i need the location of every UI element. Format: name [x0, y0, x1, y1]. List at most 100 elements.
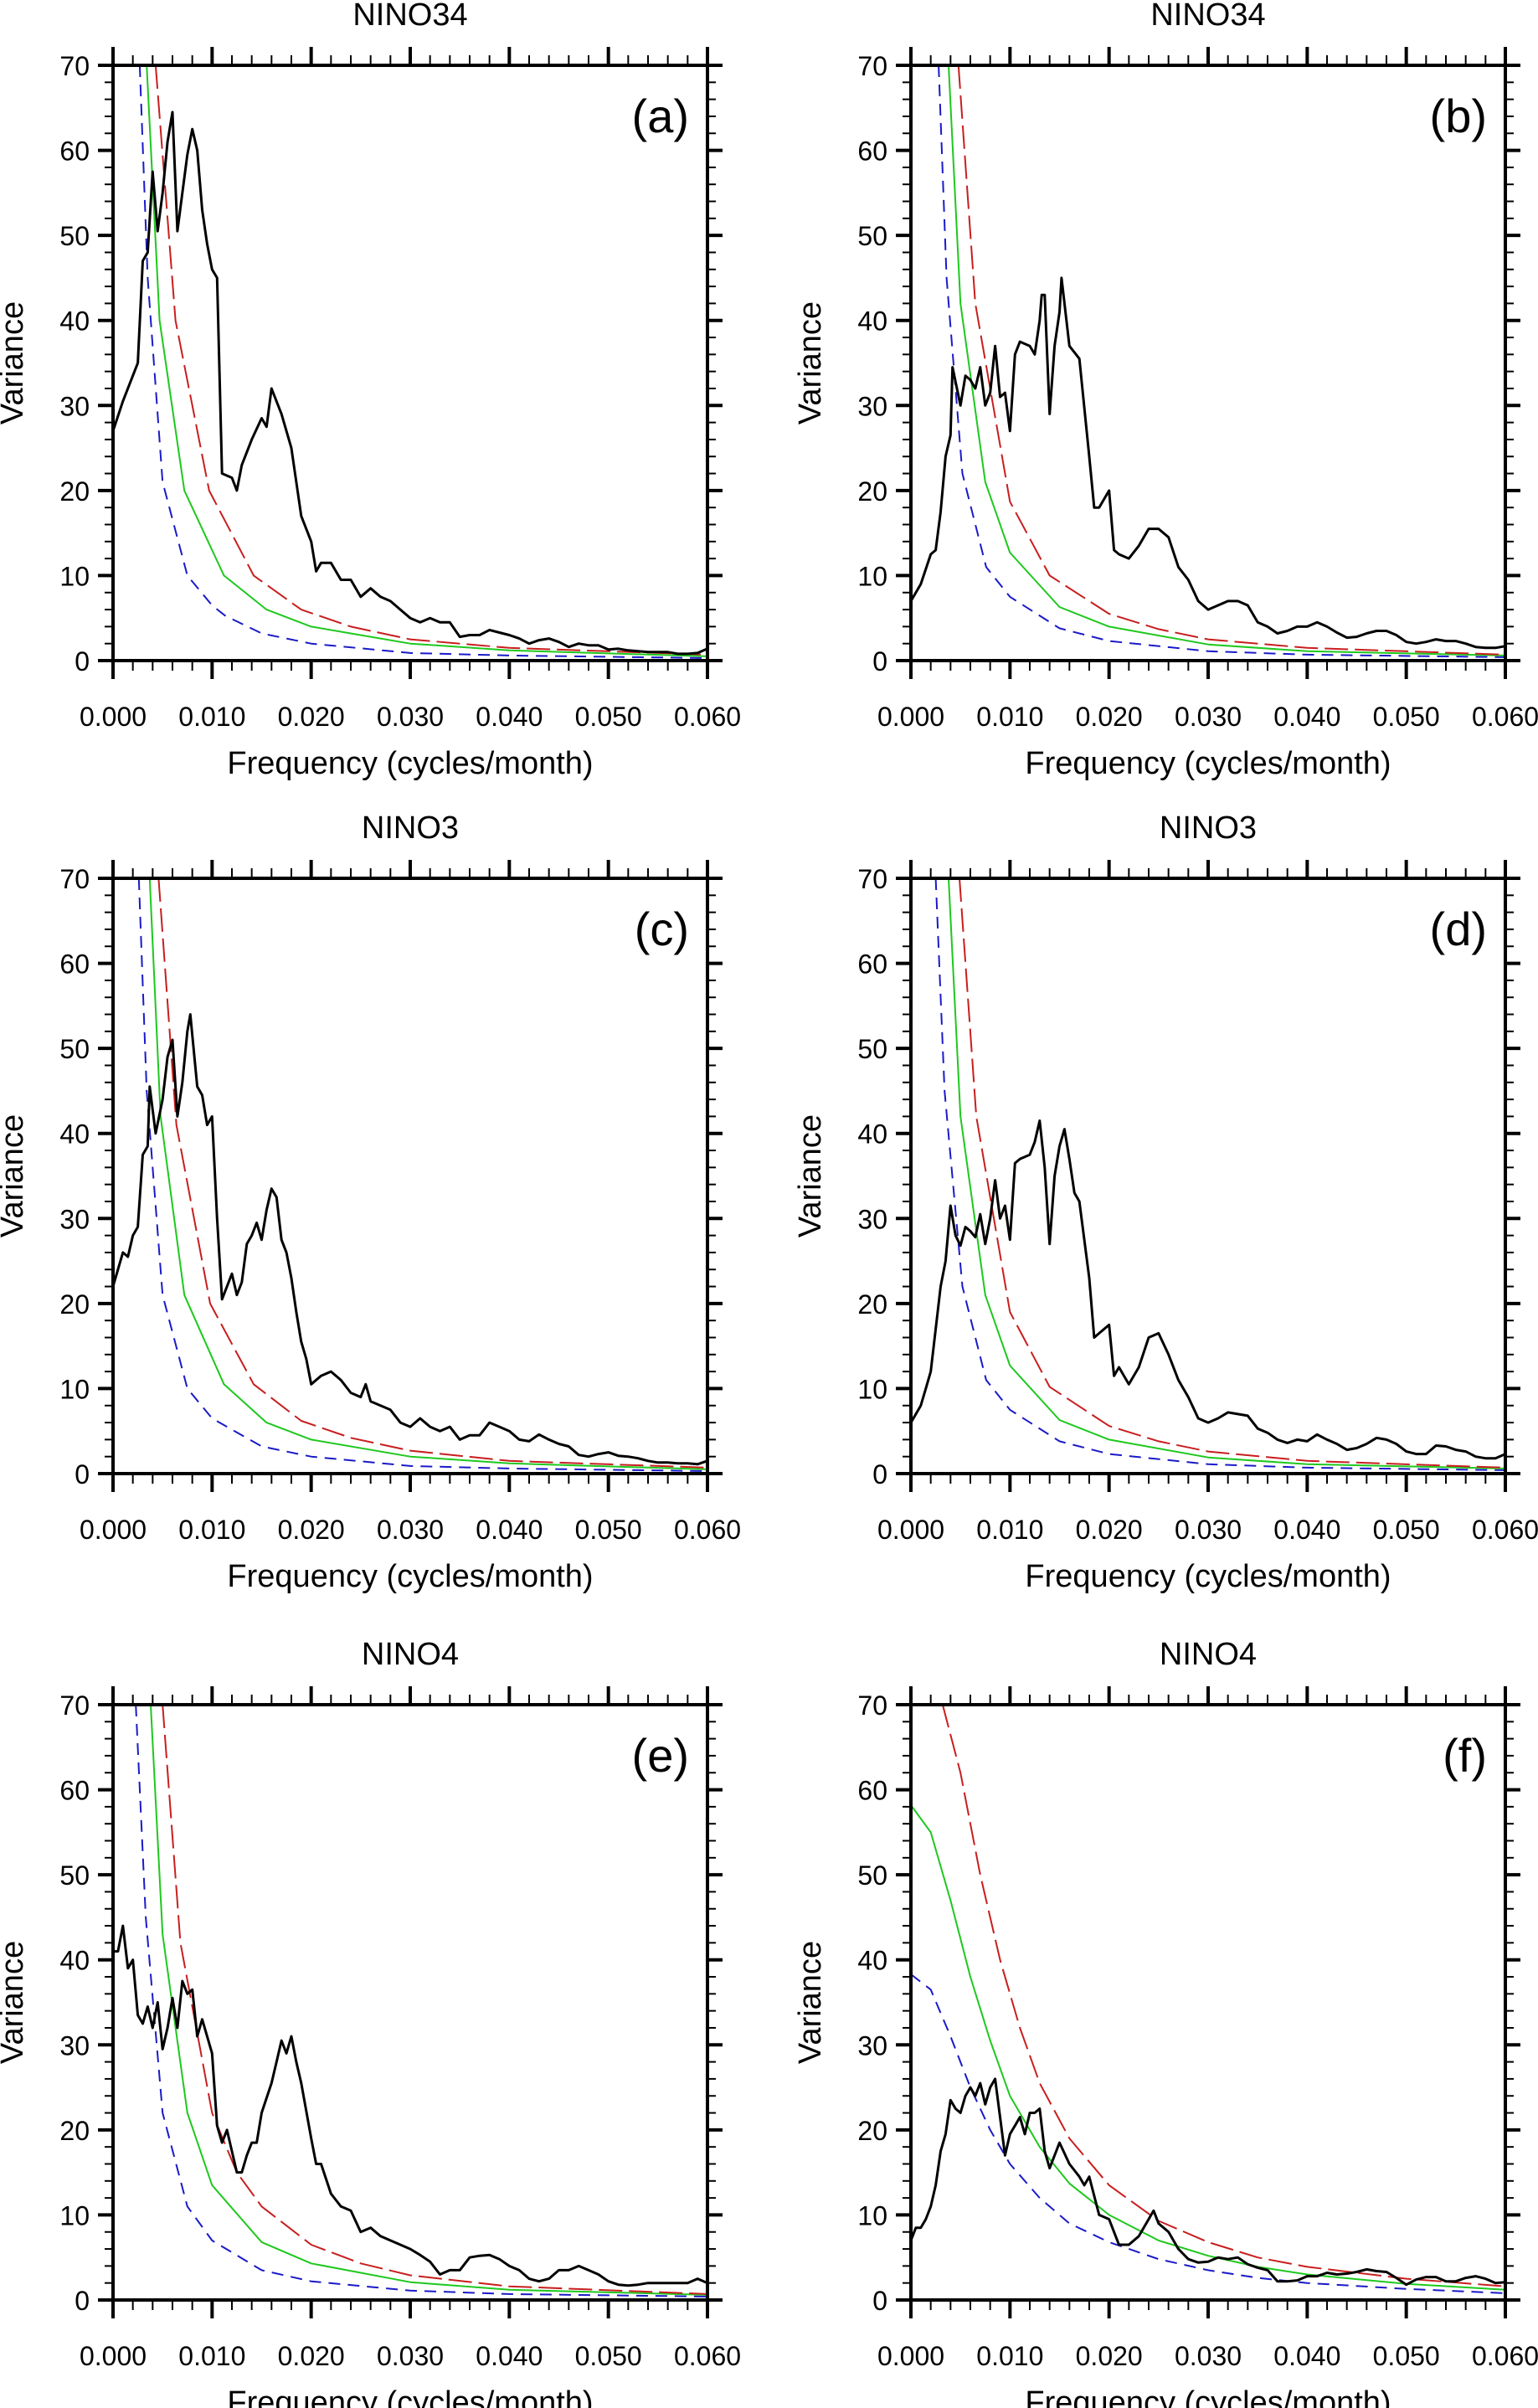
- y-tick-label: 60: [59, 1776, 90, 1806]
- x-tick-label: 0.030: [1175, 702, 1242, 732]
- plot-frame: [111, 877, 709, 1475]
- x-tick-label: 0.060: [1472, 2341, 1538, 2371]
- x-tick-label: 0.010: [178, 702, 245, 732]
- y-tick-label: 70: [857, 864, 887, 894]
- x-axis-title: Frequency (cycles/month): [1025, 1559, 1391, 1594]
- x-tick-label: 0.060: [1472, 1515, 1538, 1545]
- y-tick-label: 0: [872, 646, 887, 677]
- plot-frame: [111, 64, 709, 662]
- y-tick-label: 50: [59, 1860, 90, 1891]
- y-tick-label: 30: [857, 391, 887, 421]
- series-spectrum: [113, 1013, 707, 1466]
- y-tick-label: 10: [59, 561, 90, 591]
- x-tick-label: 0.050: [575, 1515, 642, 1545]
- y-tick-label: 50: [857, 1860, 887, 1891]
- series-red-noise-green: [148, 878, 707, 1470]
- panel-label: (d): [1430, 903, 1487, 955]
- y-tick-label: 20: [857, 1289, 887, 1320]
- x-axis-title: Frequency (cycles/month): [1025, 746, 1391, 781]
- x-tick-label: 0.020: [278, 702, 345, 732]
- y-tick-label: 60: [59, 136, 90, 167]
- plot-frame: [111, 1703, 709, 2302]
- x-tick-label: 0.010: [976, 702, 1043, 732]
- y-tick-label: 50: [857, 221, 887, 251]
- panel-a: NINO34 0.000 0.010 0.020 0.030 0.040 0.050 0.06…: [0, 0, 741, 781]
- series-spectrum: [113, 1924, 707, 2287]
- panel-c: NINO3 0.000 0.010 0.020 0.030 0.040 0.050 0.060…: [0, 810, 741, 1594]
- y-tick-label: 40: [59, 1946, 90, 1976]
- y-tick-label: 10: [857, 2200, 887, 2230]
- y-tick-label: 60: [59, 949, 90, 980]
- y-tick-label: 10: [857, 1374, 887, 1404]
- y-tick-label: 70: [59, 1690, 90, 1721]
- series-red-noise-blue: [135, 1705, 707, 2297]
- series-red-noise-green: [948, 65, 1505, 656]
- y-tick-label: 0: [872, 1459, 887, 1490]
- y-tick-label: 70: [59, 51, 90, 81]
- y-tick-label: 10: [59, 2200, 90, 2230]
- x-tick-label: 0.010: [976, 1515, 1043, 1545]
- plot-frame: [909, 1703, 1507, 2302]
- x-tick-label: 0.040: [1273, 702, 1340, 732]
- x-tick-label: 0.020: [1076, 2341, 1143, 2371]
- plot-area: [113, 1705, 707, 2297]
- plot-area: [911, 878, 1505, 1471]
- series-red-noise-red: [157, 878, 707, 1469]
- plot-area: [911, 65, 1505, 658]
- series-red-noise-red: [957, 65, 1505, 656]
- panel-f: NINO4 0.000 0.010 0.020 0.030 0.040 0.050 0.060…: [793, 1637, 1538, 2408]
- y-axis-title: Variance: [0, 301, 30, 424]
- x-tick-label: 0.030: [377, 2341, 444, 2371]
- plot-frame: [909, 877, 1507, 1475]
- series-spectrum: [911, 276, 1505, 650]
- series-red-noise-red: [959, 878, 1505, 1469]
- y-axis-title: Variance: [793, 301, 828, 424]
- x-tick-label: 0.010: [178, 1515, 245, 1545]
- x-tick-label: 0.050: [575, 702, 642, 732]
- y-tick-label: 50: [857, 1034, 887, 1064]
- series-red-noise-green: [146, 65, 707, 657]
- x-tick-label: 0.050: [1373, 1515, 1440, 1545]
- x-tick-label: 0.040: [476, 2341, 543, 2371]
- x-tick-label: 0.040: [476, 1515, 543, 1545]
- x-tick-label: 0.000: [80, 2341, 147, 2371]
- y-tick-label: 40: [857, 306, 887, 337]
- series-red-noise-green: [948, 878, 1505, 1469]
- panel-title: NINO3: [1160, 810, 1257, 846]
- x-axis-title: Frequency (cycles/month): [1025, 2385, 1391, 2408]
- y-tick-label: 30: [857, 2030, 887, 2061]
- x-tick-label: 0.040: [476, 702, 543, 732]
- x-tick-label: 0.000: [877, 702, 944, 732]
- series-red-noise-red: [162, 1705, 707, 2295]
- series-red-noise-red: [941, 1705, 1505, 2287]
- x-tick-label: 0.050: [1373, 2341, 1440, 2371]
- plot-area: [113, 878, 707, 1472]
- y-tick-label: 20: [59, 1289, 90, 1320]
- y-tick-label: 70: [59, 864, 90, 894]
- y-tick-label: 60: [857, 1776, 887, 1806]
- y-tick-label: 60: [857, 136, 887, 167]
- panel-d: NINO3 0.000 0.010 0.020 0.030 0.040 0.050 0.060…: [793, 810, 1538, 1594]
- x-tick-label: 0.060: [674, 702, 741, 732]
- y-axis-title: Variance: [793, 1941, 828, 2064]
- y-axis-title: Variance: [0, 1114, 30, 1237]
- series-spectrum: [911, 2077, 1505, 2287]
- y-tick-label: 20: [59, 476, 90, 507]
- y-axis-title: Variance: [0, 1941, 30, 2064]
- series-red-noise-green: [911, 1804, 1505, 2291]
- plot-frame: [909, 64, 1507, 662]
- y-tick-label: 0: [75, 646, 90, 677]
- x-tick-label: 0.050: [1373, 702, 1440, 732]
- y-tick-label: 50: [59, 1034, 90, 1064]
- y-tick-label: 20: [59, 2116, 90, 2146]
- x-tick-label: 0.030: [377, 702, 444, 732]
- y-tick-label: 30: [59, 1204, 90, 1234]
- y-tick-label: 60: [857, 949, 887, 980]
- y-tick-label: 30: [59, 2030, 90, 2061]
- panel-label: (a): [632, 90, 689, 142]
- x-tick-label: 0.040: [1273, 1515, 1340, 1545]
- x-tick-label: 0.020: [1076, 702, 1143, 732]
- x-tick-label: 0.010: [178, 2341, 245, 2371]
- x-tick-label: 0.020: [1076, 1515, 1143, 1545]
- panel-label: (c): [635, 903, 689, 955]
